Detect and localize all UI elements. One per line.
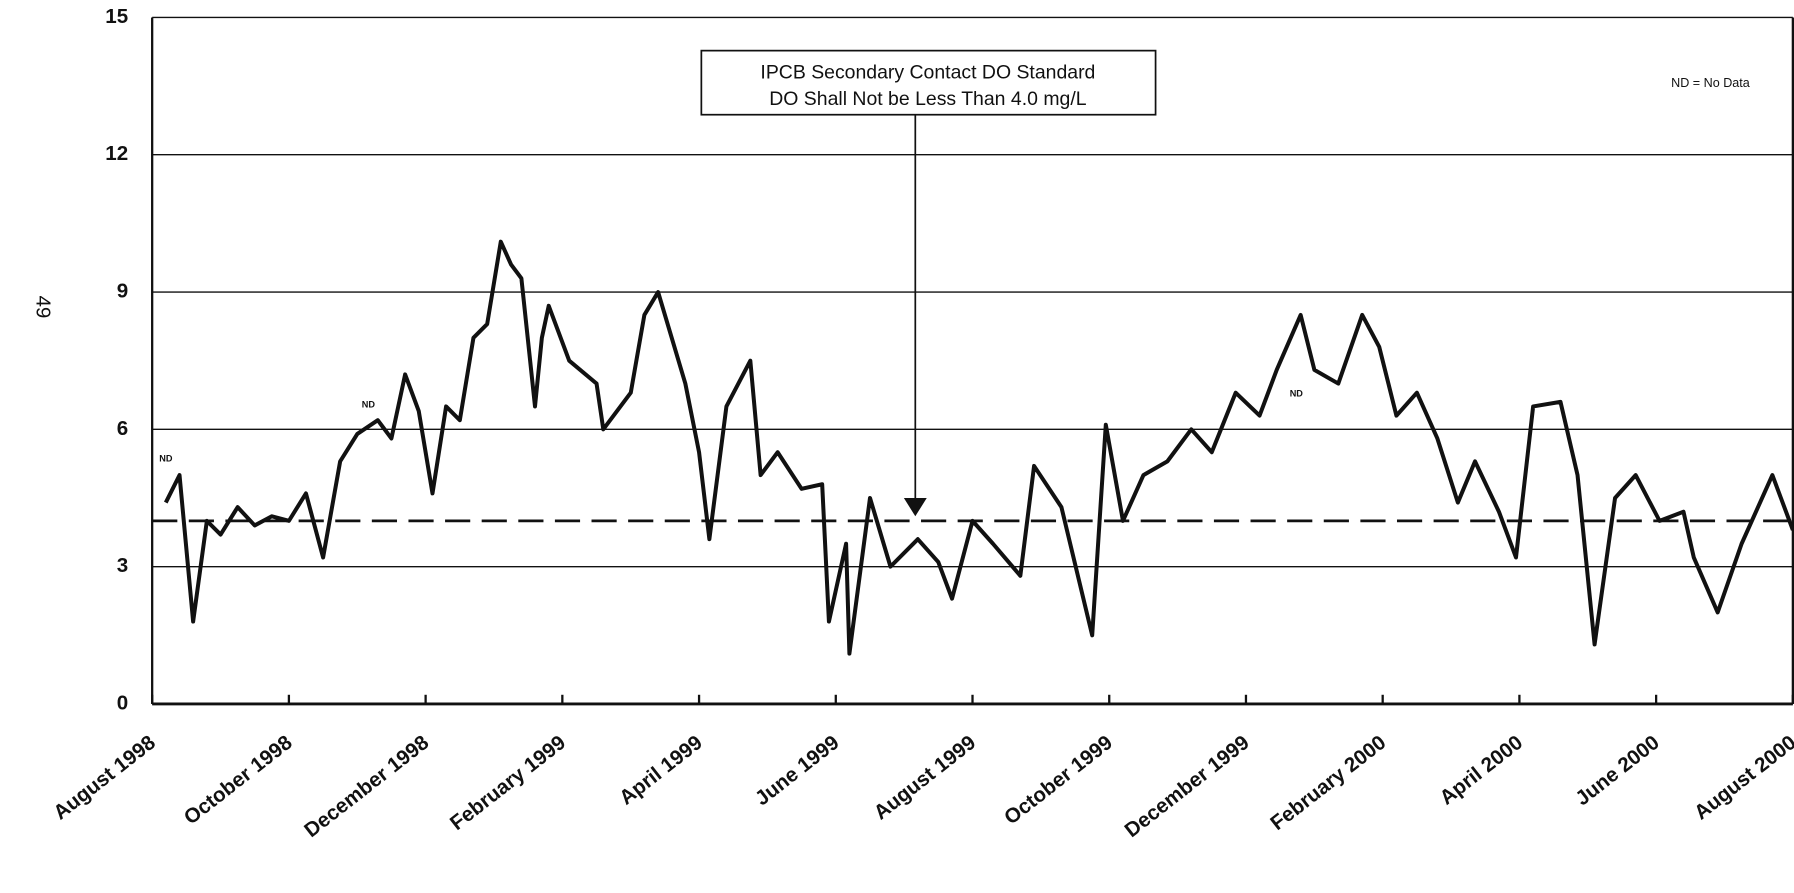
nd-label: ND [1290, 388, 1304, 398]
arrow-head [903, 497, 927, 517]
nd-note: ND = No Data [1671, 76, 1750, 90]
y-tick-label: 3 [117, 554, 128, 577]
x-tick-label: December 1999 [1120, 731, 1253, 842]
y-tick-label: 0 [117, 691, 128, 714]
nd-label: ND [362, 400, 376, 410]
annotation-box [700, 49, 1157, 116]
x-tick-label: August 2000 [1690, 731, 1794, 824]
x-tick-label: April 1999 [615, 731, 707, 810]
x-tick-label: October 1999 [1000, 731, 1117, 829]
y-tick-label: 12 [105, 142, 128, 165]
x-tick-label: August 1999 [870, 731, 981, 824]
x-tick-label: February 1999 [446, 731, 570, 835]
x-tick-label: December 1998 [300, 731, 433, 842]
page-number: 49 [32, 295, 55, 318]
y-tick-label: 9 [117, 279, 128, 302]
annotation-line: DO Shall Not be Less Than 4.0 mg/L [769, 88, 1086, 110]
x-tick-label: June 1999 [751, 731, 844, 810]
nd-label: ND [159, 454, 173, 464]
x-tick-label: April 2000 [1435, 731, 1527, 810]
y-tick-label: 6 [117, 417, 128, 440]
x-tick-label: October 1998 [180, 731, 297, 829]
data-line [163, 239, 1794, 656]
annotation-line: IPCB Secondary Contact DO Standard [760, 62, 1095, 84]
x-tick-label: August 1998 [49, 731, 160, 824]
x-tick-label: June 2000 [1571, 731, 1664, 810]
x-tick-label: February 2000 [1266, 731, 1390, 835]
y-tick-label: 15 [105, 5, 128, 28]
